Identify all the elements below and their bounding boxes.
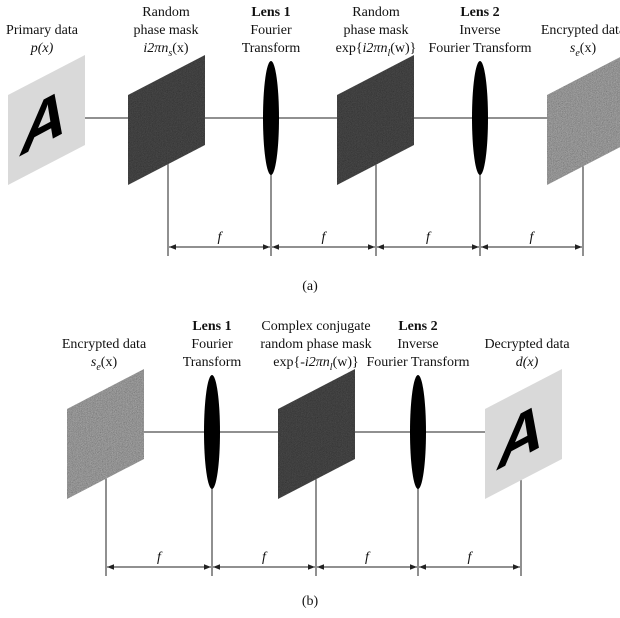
label: Random [352, 5, 400, 20]
formula-part: (w)} [333, 355, 359, 370]
label: Transform [183, 355, 242, 370]
label: Fourier [250, 23, 292, 38]
caption: (a) [302, 279, 318, 294]
label: Complex conjugate [261, 319, 370, 334]
formula: exp{-i2πnl(w)} [273, 355, 358, 373]
label: Fourier Transform [366, 355, 469, 370]
label: Primary data [6, 23, 79, 38]
formula-part: i2πn [363, 41, 388, 56]
label: Transform [242, 41, 301, 56]
label-bold: Lens 1 [192, 319, 231, 334]
distance-label: f [157, 550, 163, 565]
label-bold: Lens 2 [398, 319, 437, 334]
formula-part: p(x) [30, 41, 54, 56]
phase-mask [128, 55, 205, 185]
formula: se(x) [91, 355, 118, 373]
formula-part: (x) [172, 41, 189, 56]
label: Random [142, 5, 190, 20]
distance-label: f [365, 550, 371, 565]
label-bold: Lens 1 [251, 5, 290, 20]
distance-label: f [426, 230, 432, 245]
formula: se(x) [570, 41, 597, 59]
label: Decrypted data [484, 337, 570, 352]
formula-part: i2πn [143, 41, 168, 56]
encrypted-data [547, 55, 620, 185]
formula: p(x) [30, 41, 54, 56]
distance-label: f [218, 230, 224, 245]
formula-part: exp{ [336, 41, 363, 56]
distance-label: f [530, 230, 536, 245]
label: Inverse [459, 23, 500, 38]
label: Fourier [191, 337, 233, 352]
diagram: APrimary datap(x)Randomphase maski2πns(x… [0, 0, 620, 618]
lens [472, 61, 488, 175]
caption: (b) [302, 594, 319, 609]
label: phase mask [134, 23, 199, 38]
formula-part: exp{ [273, 355, 300, 370]
lens [204, 375, 220, 489]
formula-part: (w)} [390, 41, 416, 56]
label: Fourier Transform [428, 41, 531, 56]
formula-part: (x) [101, 355, 118, 370]
label-bold: Lens 2 [460, 5, 499, 20]
label: Inverse [397, 337, 438, 352]
formula: exp{i2πnl(w)} [336, 41, 417, 59]
formula: i2πns(x) [143, 41, 188, 59]
lens [410, 375, 426, 489]
formula-part: d(x) [516, 355, 539, 370]
formula-part: -i2πn [300, 355, 330, 370]
label: phase mask [344, 23, 409, 38]
formula: d(x) [516, 355, 539, 370]
formula-part: (x) [580, 41, 597, 56]
label: Encrypted data [541, 23, 620, 38]
label: Encrypted data [62, 337, 147, 352]
distance-label: f [468, 550, 474, 565]
distance-label: f [322, 230, 328, 245]
label: random phase mask [260, 337, 371, 352]
lens [263, 61, 279, 175]
distance-label: f [262, 550, 268, 565]
